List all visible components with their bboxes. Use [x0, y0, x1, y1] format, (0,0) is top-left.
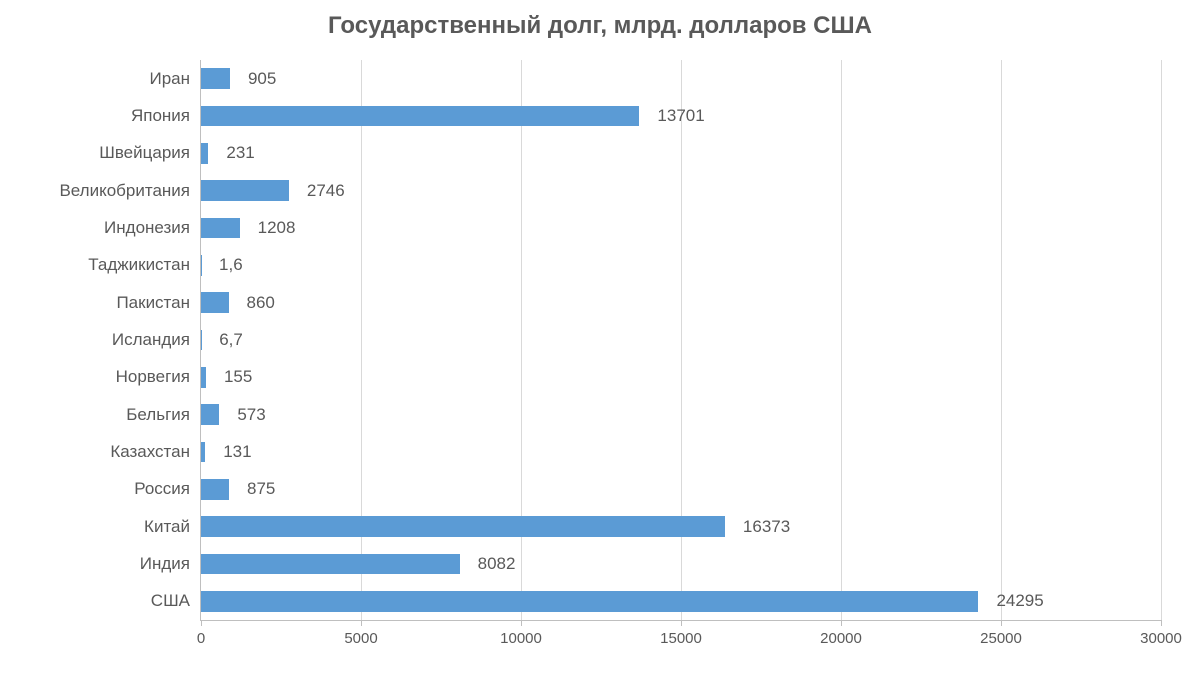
- y-category-label: Россия: [134, 479, 190, 499]
- x-tick-label: 5000: [344, 630, 377, 647]
- bar: [201, 330, 202, 351]
- bar: [201, 516, 725, 537]
- x-tick-label: 15000: [660, 630, 702, 647]
- x-tick: [201, 620, 202, 626]
- chart-title: Государственный долг, млрд. долларов США: [0, 12, 1200, 40]
- x-tick: [1161, 620, 1162, 626]
- y-category-label: Таджикистан: [88, 255, 190, 275]
- bar-value-label: 16373: [743, 517, 790, 537]
- bar-value-label: 8082: [478, 554, 516, 574]
- bar-value-label: 6,7: [219, 330, 243, 350]
- x-tick-label: 0: [197, 630, 205, 647]
- bar-value-label: 1208: [258, 218, 296, 238]
- y-category-label: Китай: [144, 517, 190, 537]
- x-tick: [681, 620, 682, 626]
- y-category-label: Индонезия: [104, 218, 190, 238]
- bar-value-label: 2746: [307, 181, 345, 201]
- plot-area: 0500010000150002000025000300009051370123…: [200, 60, 1161, 621]
- x-tick-label: 20000: [820, 630, 862, 647]
- x-tick: [521, 620, 522, 626]
- bar: [201, 591, 978, 612]
- bar: [201, 218, 240, 239]
- bar: [201, 404, 219, 425]
- bar: [201, 292, 229, 313]
- bar-value-label: 13701: [657, 106, 704, 126]
- bar-value-label: 1,6: [219, 255, 243, 275]
- x-tick: [361, 620, 362, 626]
- bar: [201, 255, 202, 276]
- gridline: [1161, 60, 1162, 620]
- y-category-label: Норвегия: [116, 367, 190, 387]
- bar-value-label: 905: [248, 69, 276, 89]
- bar: [201, 143, 208, 164]
- y-category-label: Иран: [149, 69, 190, 89]
- x-tick: [841, 620, 842, 626]
- bar-value-label: 860: [247, 293, 275, 313]
- bar: [201, 180, 289, 201]
- bar: [201, 68, 230, 89]
- x-tick-label: 30000: [1140, 630, 1182, 647]
- gridline: [841, 60, 842, 620]
- y-category-label: Швейцария: [99, 143, 190, 163]
- x-tick-label: 25000: [980, 630, 1022, 647]
- bar-value-label: 155: [224, 367, 252, 387]
- bar: [201, 442, 205, 463]
- y-category-label: Исландия: [112, 330, 190, 350]
- bar: [201, 554, 460, 575]
- bar-value-label: 875: [247, 479, 275, 499]
- bar-value-label: 131: [223, 442, 251, 462]
- bar-value-label: 231: [226, 143, 254, 163]
- x-tick-label: 10000: [500, 630, 542, 647]
- chart-container: Государственный долг, млрд. долларов США…: [0, 0, 1200, 675]
- bar-value-label: 573: [237, 405, 265, 425]
- bar-value-label: 24295: [996, 591, 1043, 611]
- y-category-label: Казахстан: [110, 442, 190, 462]
- y-category-label: Великобритания: [59, 181, 190, 201]
- y-category-label: Япония: [131, 106, 190, 126]
- gridline: [1001, 60, 1002, 620]
- y-category-label: США: [151, 591, 190, 611]
- y-category-label: Индия: [140, 554, 190, 574]
- bar: [201, 106, 639, 127]
- bar: [201, 479, 229, 500]
- y-category-label: Бельгия: [126, 405, 190, 425]
- bar: [201, 367, 206, 388]
- x-tick: [1001, 620, 1002, 626]
- y-category-label: Пакистан: [116, 293, 190, 313]
